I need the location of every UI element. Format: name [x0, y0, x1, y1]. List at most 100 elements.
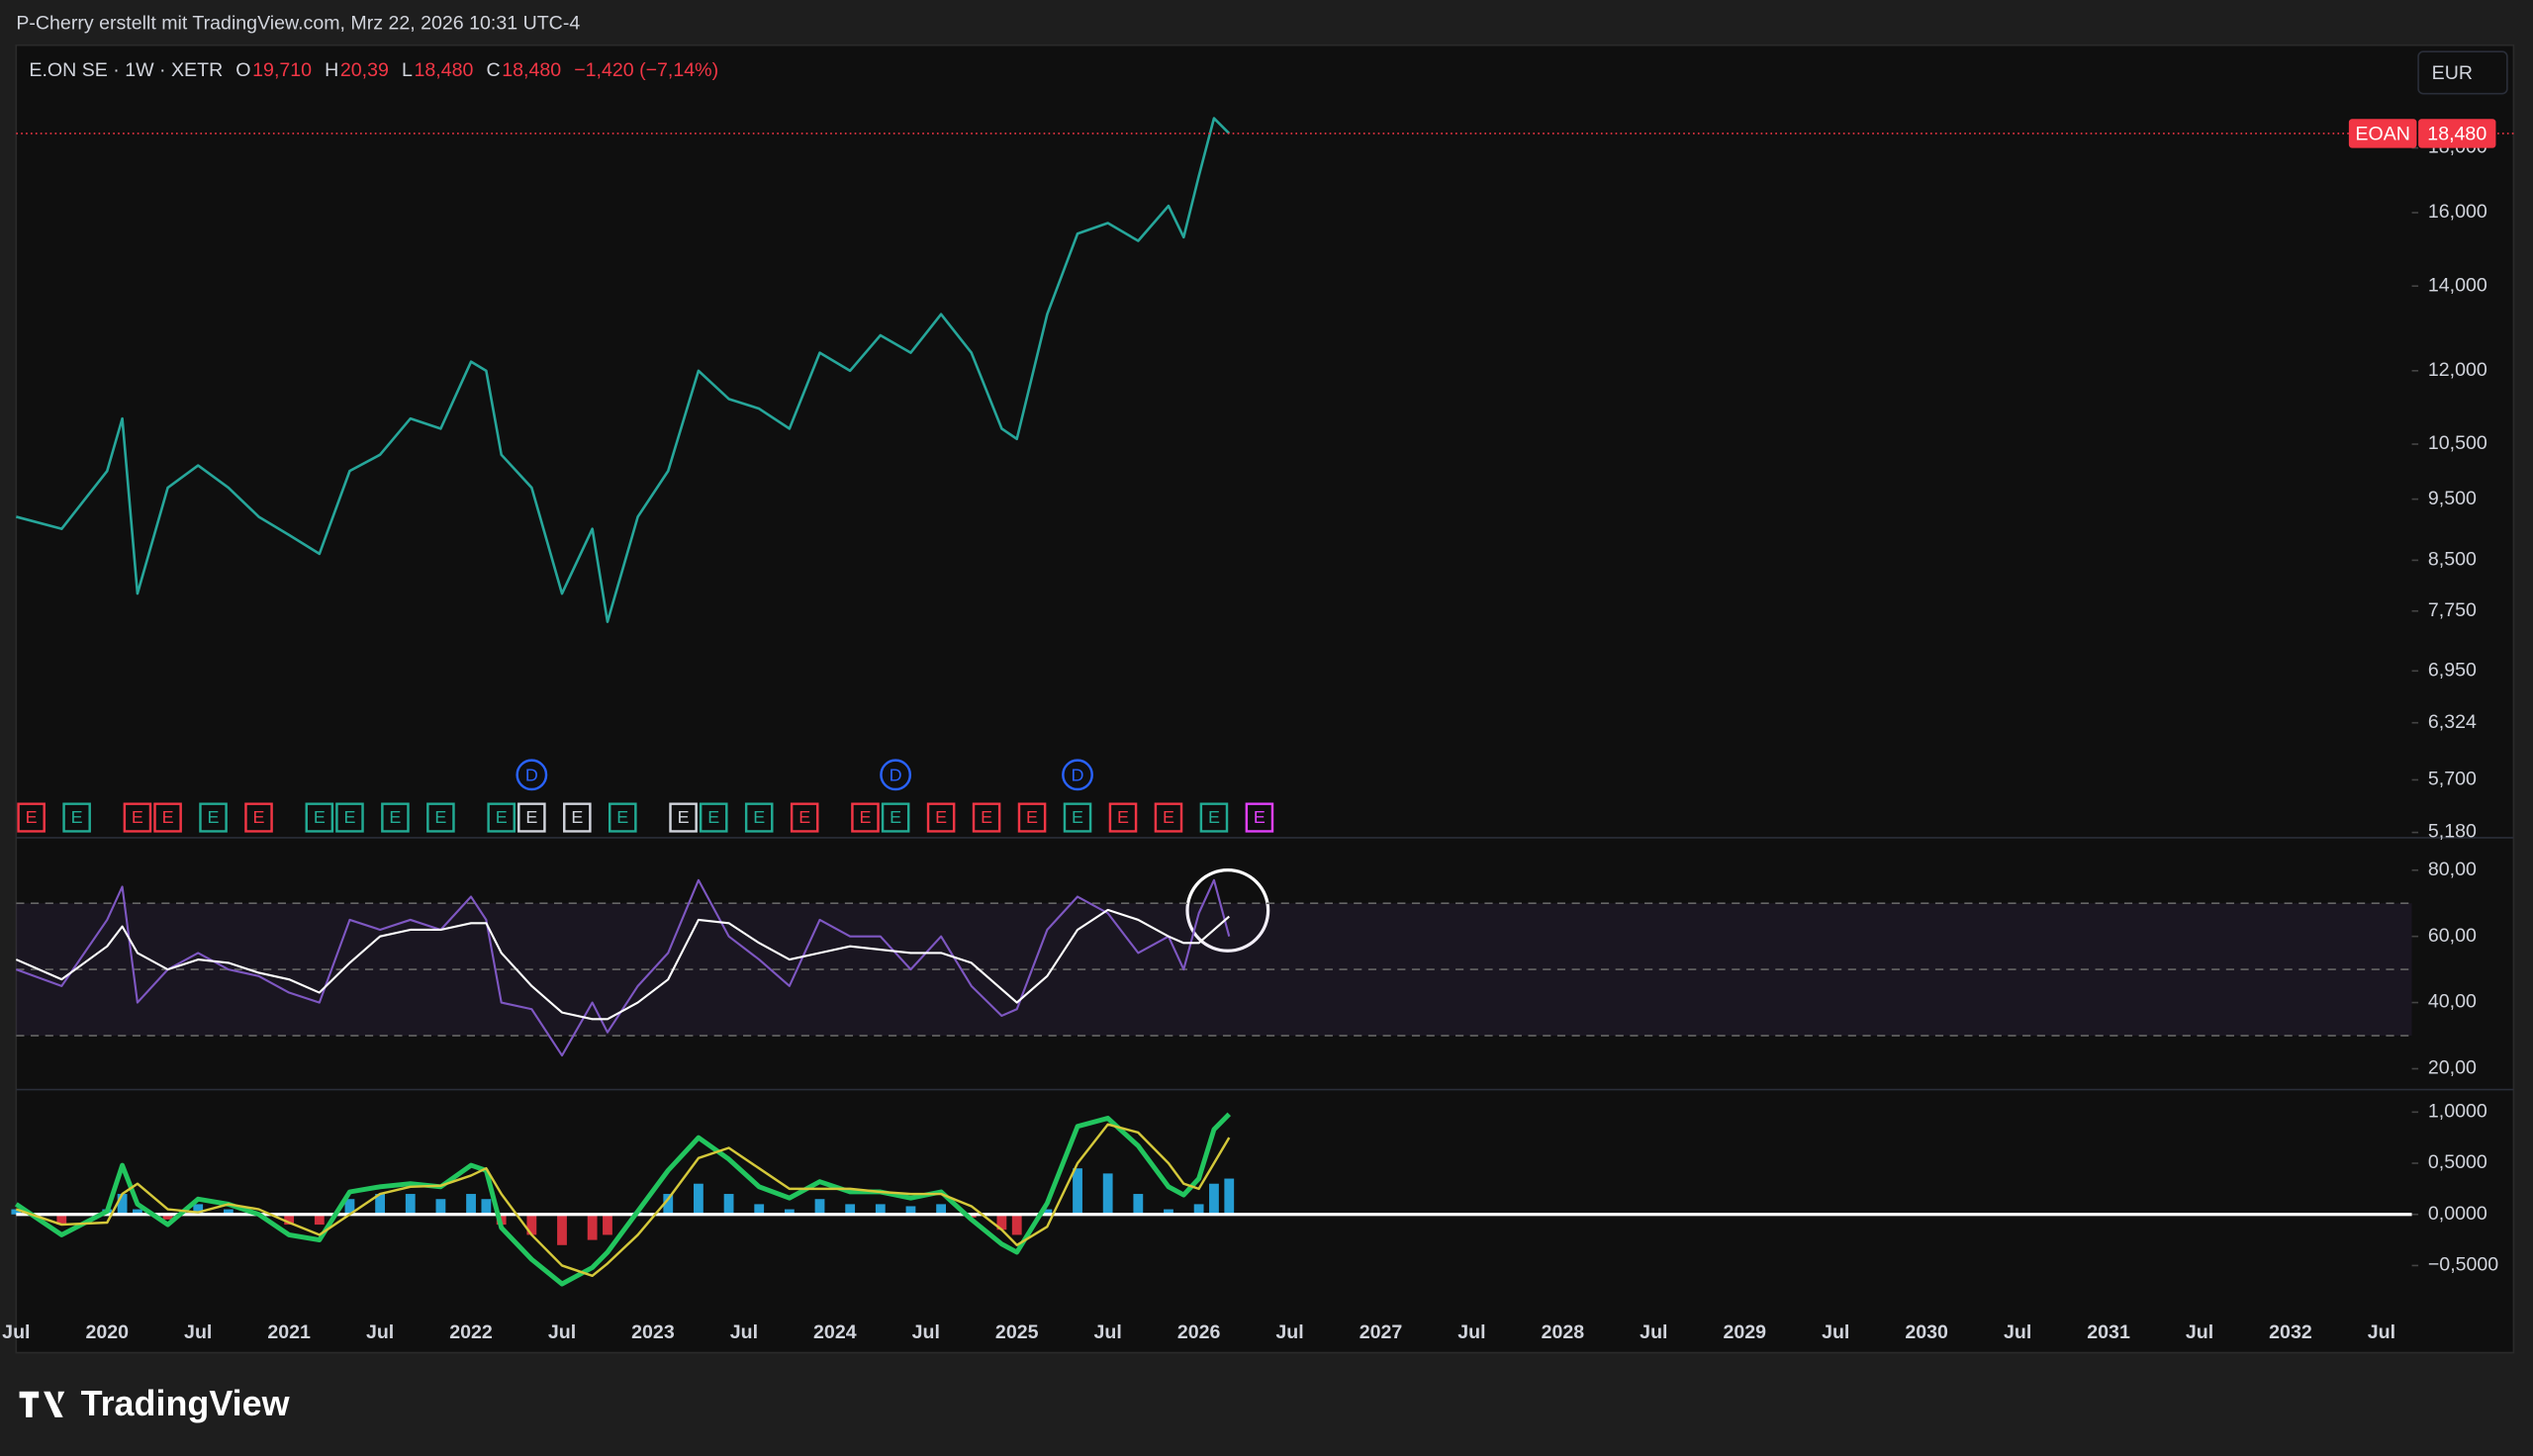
- legend-item: −1,420 (−7,14%): [574, 59, 718, 81]
- event-badge: [881, 802, 910, 833]
- histogram-bar: [133, 1209, 142, 1215]
- event-badge: [17, 802, 46, 833]
- series-line: [15, 908, 1230, 1021]
- price-tag-text: 18,480: [2427, 124, 2486, 145]
- histogram-bar: [1011, 1214, 1022, 1235]
- histogram-bar: [694, 1183, 704, 1215]
- y-tick-label: 7,750: [2428, 599, 2477, 621]
- legend-item: 19,710: [252, 59, 312, 81]
- histogram-bar: [875, 1204, 886, 1215]
- histogram-bar: [754, 1204, 765, 1215]
- symbol-tag-text: EOAN: [2355, 124, 2409, 145]
- x-tick-label: 2028: [1542, 1321, 1585, 1343]
- x-tick-label: 2030: [1905, 1321, 1948, 1343]
- event-label: E: [981, 807, 992, 827]
- histogram-bar: [1073, 1168, 1082, 1215]
- event-label: E: [616, 807, 628, 827]
- x-tick-label: Jul: [1822, 1321, 1849, 1343]
- event-badge: [1063, 802, 1092, 833]
- x-tick-label: 2031: [2087, 1321, 2130, 1343]
- x-tick-label: Jul: [1640, 1321, 1667, 1343]
- event-badge: [669, 802, 698, 833]
- event-badge: [305, 802, 334, 833]
- series-line: [15, 1123, 1231, 1278]
- series-line: [15, 878, 1231, 1057]
- x-tick-label: 2026: [1177, 1321, 1221, 1343]
- y-tick-label: 8,500: [2428, 549, 2477, 571]
- histogram-bar: [1209, 1183, 1219, 1215]
- event-badge: [62, 802, 91, 833]
- series-line: [14, 1112, 1232, 1287]
- y-tick-label: 20,00: [2428, 1057, 2477, 1079]
- y-tick-label: 10,500: [2428, 432, 2487, 454]
- histogram-bar: [1164, 1209, 1173, 1215]
- event-label: E: [26, 807, 38, 827]
- histogram-bar: [11, 1209, 22, 1215]
- x-tick-label: Jul: [1094, 1321, 1122, 1343]
- currency-button[interactable]: [2417, 50, 2508, 95]
- event-label: E: [1163, 807, 1174, 827]
- legend-item: 18,480: [415, 59, 474, 81]
- histogram-bar: [435, 1199, 446, 1215]
- histogram-bar: [375, 1194, 386, 1215]
- event-label: D: [525, 766, 538, 785]
- histogram-bar: [1224, 1178, 1235, 1215]
- chart-area: [15, 44, 2515, 1354]
- event-badge: [123, 802, 152, 833]
- legend-item: 18,480: [502, 59, 561, 81]
- histogram-bar: [784, 1209, 795, 1215]
- histogram-bar: [1042, 1209, 1053, 1215]
- histogram-bar: [936, 1204, 947, 1215]
- histogram-bar: [814, 1199, 825, 1215]
- event-label: E: [208, 807, 220, 827]
- event-label: E: [859, 807, 871, 827]
- event-badge: [1199, 802, 1229, 833]
- histogram-bar: [526, 1214, 537, 1235]
- event-label: E: [1072, 807, 1083, 827]
- event-badge: [1154, 802, 1183, 833]
- event-badge: [1017, 802, 1047, 833]
- y-tick-label: −0,5000: [2428, 1254, 2498, 1276]
- event-label: E: [314, 807, 326, 827]
- histogram-bar: [162, 1214, 173, 1220]
- price-tag: [2418, 119, 2496, 148]
- y-tick-label: 1,0000: [2428, 1100, 2487, 1122]
- event-label: D: [890, 766, 902, 785]
- y-tick-label: 0,0000: [2428, 1203, 2487, 1225]
- histogram-bar: [845, 1204, 856, 1215]
- histogram-bar: [481, 1199, 492, 1215]
- histogram-bar: [587, 1214, 598, 1240]
- histogram-bar: [1102, 1173, 1113, 1215]
- legend-item: O: [235, 59, 250, 81]
- event-badge: [972, 802, 1001, 833]
- y-tick-label: 40,00: [2428, 991, 2477, 1013]
- x-tick-label: 2021: [267, 1321, 311, 1343]
- y-tick-label: 80,00: [2428, 859, 2477, 880]
- event-badge: [563, 802, 592, 833]
- event-badge: [487, 802, 516, 833]
- event-badge: [381, 802, 410, 833]
- histogram-bar: [117, 1194, 128, 1215]
- event-label: D: [1072, 766, 1084, 785]
- y-tick-label: 5,180: [2428, 821, 2477, 843]
- event-label: E: [1026, 807, 1038, 827]
- x-tick-label: Jul: [912, 1321, 940, 1343]
- x-tick-label: Jul: [366, 1321, 394, 1343]
- event-badge: [926, 802, 956, 833]
- x-tick-label: Jul: [2368, 1321, 2395, 1343]
- event-badge: [516, 759, 548, 791]
- histogram-bar: [466, 1194, 476, 1215]
- x-tick-label: Jul: [2186, 1321, 2213, 1343]
- histogram-bar: [663, 1194, 674, 1215]
- brand: TradingView: [81, 1383, 290, 1423]
- y-tick-label: 6,950: [2428, 659, 2477, 681]
- histogram-bar: [223, 1209, 234, 1215]
- event-badge: [744, 802, 774, 833]
- histogram-bar: [996, 1214, 1007, 1230]
- x-tick-label: 2020: [85, 1321, 129, 1343]
- event-label: E: [525, 807, 537, 827]
- histogram-bar: [603, 1214, 612, 1235]
- event-label: E: [753, 807, 765, 827]
- event-badge: [790, 802, 819, 833]
- event-label: E: [1208, 807, 1220, 827]
